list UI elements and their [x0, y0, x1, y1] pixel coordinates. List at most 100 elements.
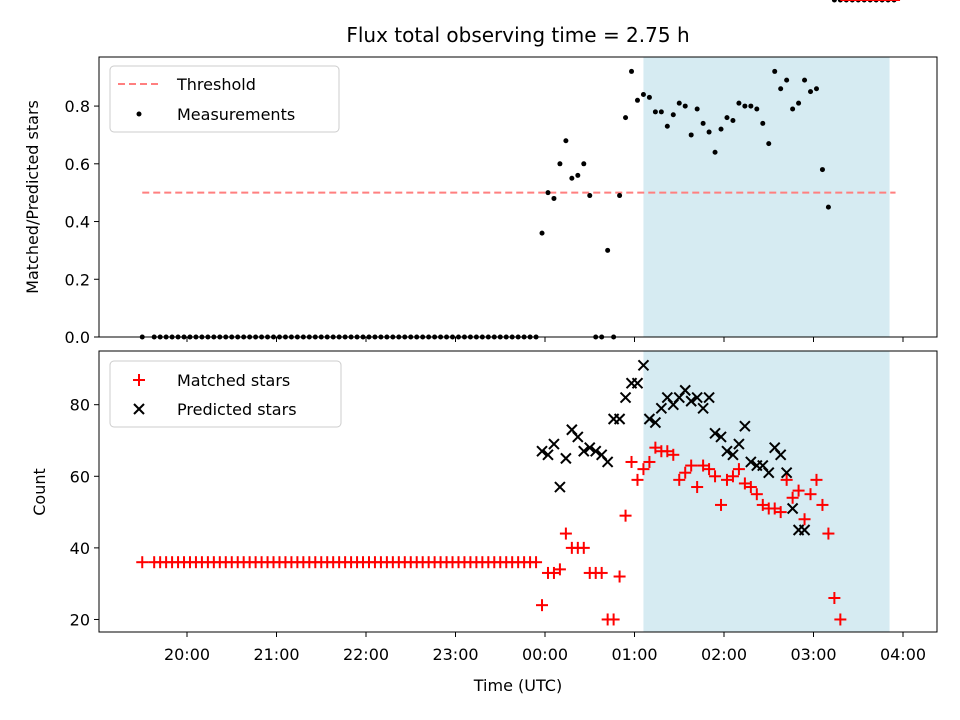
measurement-point [551, 195, 557, 201]
predicted-star-point [763, 466, 775, 479]
predicted-star-point [685, 395, 697, 407]
x-tick-label: 03:00 [790, 645, 836, 664]
measurement-point [670, 112, 676, 118]
y-tick-label: 0.6 [65, 155, 90, 174]
matched-star-point [828, 591, 841, 604]
matched-star-point [703, 463, 716, 476]
matched-star-point [810, 473, 823, 486]
chart-title: Flux total observing time = 2.75 h [346, 23, 689, 47]
measurement-point [754, 106, 760, 112]
predicted-star-point [709, 427, 721, 440]
bottom-panel: 20 40 60 80 20:00 21:00 22:00 23:00 00:00 01:00 0… [30, 0, 938, 664]
matched-star-point [774, 506, 787, 519]
matched-star-point [750, 488, 763, 501]
predicted-star-point [554, 481, 566, 493]
predicted-star-point [780, 466, 793, 479]
top-panel-shade [643, 57, 890, 337]
legend-measurements-swatch [136, 111, 142, 117]
predicted-star-point [798, 524, 811, 536]
measurement-point [736, 100, 742, 106]
measurement-point [819, 167, 825, 173]
matched-star-point [715, 498, 728, 511]
legend-predicted-swatch [133, 403, 145, 415]
x-tick-label: 22:00 [343, 645, 389, 664]
measurement-point [784, 77, 790, 83]
measurement-point [802, 77, 808, 83]
measurement-point [724, 115, 730, 121]
matched-star-point [834, 613, 847, 626]
measurement-point [545, 190, 551, 196]
y-tick-label: 80 [70, 396, 90, 415]
bottom-legend: Matched stars Predicted stars [109, 360, 342, 428]
measurement-point [557, 161, 563, 167]
measurement-point [629, 68, 635, 74]
measurement-point [658, 109, 664, 115]
measurement-point [581, 161, 587, 167]
measurement-point [825, 204, 831, 210]
measurement-point [569, 175, 575, 181]
predicted-star-point [643, 413, 656, 425]
matched-star-point [625, 455, 638, 468]
predicted-star-point [613, 413, 626, 425]
measurement-point [563, 138, 569, 144]
measurement-point [539, 230, 545, 236]
x-tick-label: 00:00 [522, 645, 568, 664]
legend-matched-swatch [133, 374, 145, 386]
y-tick-label: 0.4 [65, 213, 90, 232]
measurement-point [646, 94, 652, 100]
predicted-star-point [542, 449, 554, 461]
matched-star-point [559, 527, 572, 540]
measurement-point [575, 172, 581, 178]
matched-star-point [798, 513, 811, 526]
matched-star-point [667, 448, 680, 461]
legend-matched-label: Matched stars [177, 371, 290, 390]
matched-star-point [631, 473, 644, 486]
matched-star-point [816, 498, 829, 511]
y-tick-label: 0.8 [65, 97, 90, 116]
measurement-point [664, 123, 670, 129]
predicted-star-point [548, 438, 560, 450]
measurement-point [634, 97, 640, 103]
measurement-point [813, 86, 819, 92]
predicted-star-point [536, 445, 548, 457]
predicted-star-point [637, 359, 650, 372]
top-panel-frame [98, 56, 938, 338]
predicted-star-point [679, 384, 691, 397]
measurement-point [652, 109, 658, 115]
measurement-point [617, 193, 623, 199]
top-panel: 0.00.20.40.60.8 Matched/Predicted stars … [23, 0, 938, 347]
predicted-star-point [655, 402, 668, 414]
measurement-point [748, 103, 754, 109]
predicted-star-point [703, 391, 715, 404]
predicted-star-point [715, 431, 727, 443]
predicted-star-point [578, 445, 590, 457]
predicted-star-point [739, 420, 751, 432]
matched-star-point [673, 473, 686, 486]
predicted-star-point [572, 431, 584, 443]
matched-star-point [536, 599, 549, 612]
y-tick-label: 0.2 [65, 270, 90, 289]
matched-star-point [613, 570, 626, 583]
matched-star-point [685, 459, 698, 472]
top-legend: Threshold Measurements [109, 65, 340, 133]
measurement-point [808, 89, 814, 95]
matched-star-point [577, 541, 590, 554]
matched-star-point [553, 563, 566, 576]
matched-star-point [744, 481, 757, 494]
measurement-point [605, 247, 611, 253]
x-tick-label: 04:00 [880, 645, 926, 664]
matched-star-point [709, 470, 722, 483]
matched-star-point [786, 491, 799, 504]
x-tick-label: 20:00 [164, 645, 210, 664]
predicted-star-point [631, 377, 644, 389]
matched-star-point [530, 556, 543, 569]
legend-measurements-label: Measurements [177, 105, 295, 124]
matched-star-point [691, 481, 704, 494]
measurement-point [688, 132, 694, 138]
matched-star-point [136, 556, 149, 569]
predicted-star-point [601, 456, 614, 468]
measurement-point [712, 149, 718, 155]
matched-star-point [732, 463, 745, 476]
x-axis-label: Time (UTC) [473, 676, 562, 695]
